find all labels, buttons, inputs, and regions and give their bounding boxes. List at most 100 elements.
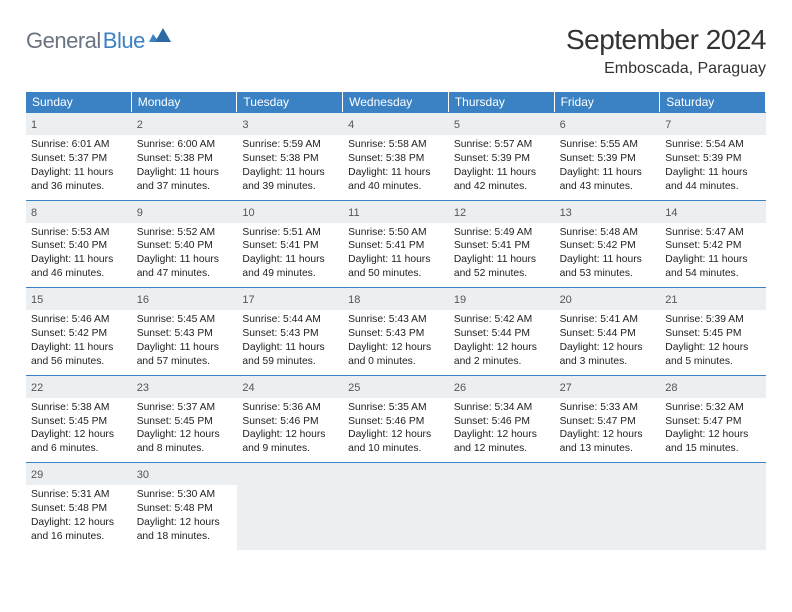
day-details: Sunrise: 5:43 AMSunset: 5:43 PMDaylight:…	[348, 313, 444, 369]
logo: GeneralBlue	[26, 28, 171, 54]
header: GeneralBlue September 2024 Emboscada, Pa…	[26, 22, 766, 78]
day-cell: 28Sunrise: 5:32 AMSunset: 5:47 PMDayligh…	[660, 375, 766, 463]
day-cell: 27 Sunrise: 5:33 AMSunset: 5:47 PMDayligh…	[555, 375, 661, 463]
day-details: Sunrise: 5:48 AMSunset: 5:42 PMDaylight:…	[560, 226, 656, 282]
day-number: 30	[137, 469, 149, 481]
day-number: 5	[454, 119, 460, 131]
day-cell: 30Sunrise: 5:30 AMSunset: 5:48 PMDayligh…	[132, 462, 238, 550]
day-number: 27	[560, 382, 572, 394]
day-number: 23	[137, 382, 149, 394]
month-title: September 2024	[566, 24, 766, 56]
day-cell: 16 Sunrise: 5:45 AMSunset: 5:43 PMDayligh…	[132, 287, 238, 375]
day-number-row: 5	[449, 113, 555, 135]
day-header-saturday: Saturday	[660, 92, 766, 112]
empty-cell	[660, 462, 766, 550]
day-details: Sunrise: 5:34 AMSunset: 5:46 PMDaylight:…	[454, 401, 550, 457]
day-header-sunday: Sunday	[26, 92, 132, 112]
day-number: 4	[348, 119, 354, 131]
day-number-row: 6	[555, 113, 661, 135]
day-number-row: 9	[132, 201, 238, 223]
day-header-friday: Friday	[555, 92, 661, 112]
day-header-tuesday: Tuesday	[237, 92, 343, 112]
day-details: Sunrise: 5:39 AMSunset: 5:45 PMDaylight:…	[665, 313, 761, 369]
empty-cell	[343, 462, 449, 550]
day-details: Sunrise: 5:35 AMSunset: 5:46 PMDaylight:…	[348, 401, 444, 457]
day-number-row: 26	[449, 376, 555, 398]
day-number: 13	[560, 207, 572, 219]
day-cell: 10Sunrise: 5:51 AMSunset: 5:41 PMDayligh…	[237, 200, 343, 288]
day-details: Sunrise: 5:42 AMSunset: 5:44 PMDaylight:…	[454, 313, 550, 369]
empty-cell	[237, 462, 343, 550]
day-number: 28	[665, 382, 677, 394]
day-details: Sunrise: 6:00 AMSunset: 5:38 PMDaylight:…	[137, 138, 233, 194]
day-number-row: 19	[449, 288, 555, 310]
logo-flag-icon	[149, 28, 171, 46]
day-number: 7	[665, 119, 671, 131]
day-number: 14	[665, 207, 677, 219]
day-details: Sunrise: 5:53 AMSunset: 5:40 PMDaylight:…	[31, 226, 127, 282]
day-details: Sunrise: 5:37 AMSunset: 5:45 PMDaylight:…	[137, 401, 233, 457]
day-details: Sunrise: 5:50 AMSunset: 5:41 PMDaylight:…	[348, 226, 444, 282]
location: Emboscada, Paraguay	[566, 60, 766, 78]
day-number-row: 24	[237, 376, 343, 398]
day-number-row: 20	[555, 288, 661, 310]
day-number: 6	[560, 119, 566, 131]
day-cell: 22Sunrise: 5:38 AMSunset: 5:45 PMDayligh…	[26, 375, 132, 463]
day-cell: 18 Sunrise: 5:43 AMSunset: 5:43 PMDayligh…	[343, 287, 449, 375]
day-number: 11	[348, 207, 359, 219]
day-number: 24	[242, 382, 254, 394]
day-number-row: 23	[132, 376, 238, 398]
day-details: Sunrise: 5:33 AMSunset: 5:47 PMDaylight:…	[560, 401, 656, 457]
day-details: Sunrise: 6:01 AMSunset: 5:37 PMDaylight:…	[31, 138, 127, 194]
day-details: Sunrise: 5:38 AMSunset: 5:45 PMDaylight:…	[31, 401, 127, 457]
day-number: 26	[454, 382, 466, 394]
day-number-row: 15	[26, 288, 132, 310]
day-number: 12	[454, 207, 466, 219]
day-cell: 3Sunrise: 5:59 AMSunset: 5:38 PMDaylight…	[237, 112, 343, 200]
day-number: 20	[560, 294, 572, 306]
day-number-row: 7	[660, 113, 766, 135]
day-cell: 14Sunrise: 5:47 AMSunset: 5:42 PMDayligh…	[660, 200, 766, 288]
day-cell: 5 Sunrise: 5:57 AMSunset: 5:39 PMDaylight…	[449, 112, 555, 200]
day-details: Sunrise: 5:58 AMSunset: 5:38 PMDaylight:…	[348, 138, 444, 194]
day-cell: 29Sunrise: 5:31 AMSunset: 5:48 PMDayligh…	[26, 462, 132, 550]
day-details: Sunrise: 5:55 AMSunset: 5:39 PMDaylight:…	[560, 138, 656, 194]
empty-cell	[449, 462, 555, 550]
day-cell: 12Sunrise: 5:49 AMSunset: 5:41 PMDayligh…	[449, 200, 555, 288]
day-number-row: 28	[660, 376, 766, 398]
day-details: Sunrise: 5:52 AMSunset: 5:40 PMDaylight:…	[137, 226, 233, 282]
day-number-row: 1	[26, 113, 132, 135]
day-number: 16	[137, 294, 149, 306]
day-cell: 4 Sunrise: 5:58 AMSunset: 5:38 PMDaylight…	[343, 112, 449, 200]
day-number-row: 10	[237, 201, 343, 223]
day-cell: 6 Sunrise: 5:55 AMSunset: 5:39 PMDaylight…	[555, 112, 661, 200]
day-number-row: 29	[26, 463, 132, 485]
logo-text-general: General	[26, 28, 101, 54]
day-cell: 11 Sunrise: 5:50 AMSunset: 5:41 PMDayligh…	[343, 200, 449, 288]
day-cell: 26 Sunrise: 5:34 AMSunset: 5:46 PMDayligh…	[449, 375, 555, 463]
day-number: 2	[137, 119, 143, 131]
day-number: 21	[665, 294, 677, 306]
calendar-grid: SundayMondayTuesdayWednesdayThursdayFrid…	[26, 92, 766, 550]
day-details: Sunrise: 5:45 AMSunset: 5:43 PMDaylight:…	[137, 313, 233, 369]
day-header-wednesday: Wednesday	[343, 92, 449, 112]
day-cell: 9 Sunrise: 5:52 AMSunset: 5:40 PMDaylight…	[132, 200, 238, 288]
day-details: Sunrise: 5:57 AMSunset: 5:39 PMDaylight:…	[454, 138, 550, 194]
day-cell: 7 Sunrise: 5:54 AMSunset: 5:39 PMDaylight…	[660, 112, 766, 200]
day-details: Sunrise: 5:59 AMSunset: 5:38 PMDaylight:…	[242, 138, 338, 194]
title-block: September 2024 Emboscada, Paraguay	[566, 24, 766, 78]
day-number: 1	[31, 119, 37, 131]
day-details: Sunrise: 5:54 AMSunset: 5:39 PMDaylight:…	[665, 138, 761, 194]
day-header-monday: Monday	[132, 92, 238, 112]
day-cell: 20 Sunrise: 5:41 AMSunset: 5:44 PMDayligh…	[555, 287, 661, 375]
day-number-row: 13	[555, 201, 661, 223]
day-number: 19	[454, 294, 466, 306]
day-details: Sunrise: 5:44 AMSunset: 5:43 PMDaylight:…	[242, 313, 338, 369]
day-details: Sunrise: 5:41 AMSunset: 5:44 PMDaylight:…	[560, 313, 656, 369]
day-number: 18	[348, 294, 360, 306]
day-number: 9	[137, 207, 143, 219]
day-number: 8	[31, 207, 37, 219]
day-number-row: 4	[343, 113, 449, 135]
day-cell: 15Sunrise: 5:46 AMSunset: 5:42 PMDayligh…	[26, 287, 132, 375]
day-number-row: 17	[237, 288, 343, 310]
